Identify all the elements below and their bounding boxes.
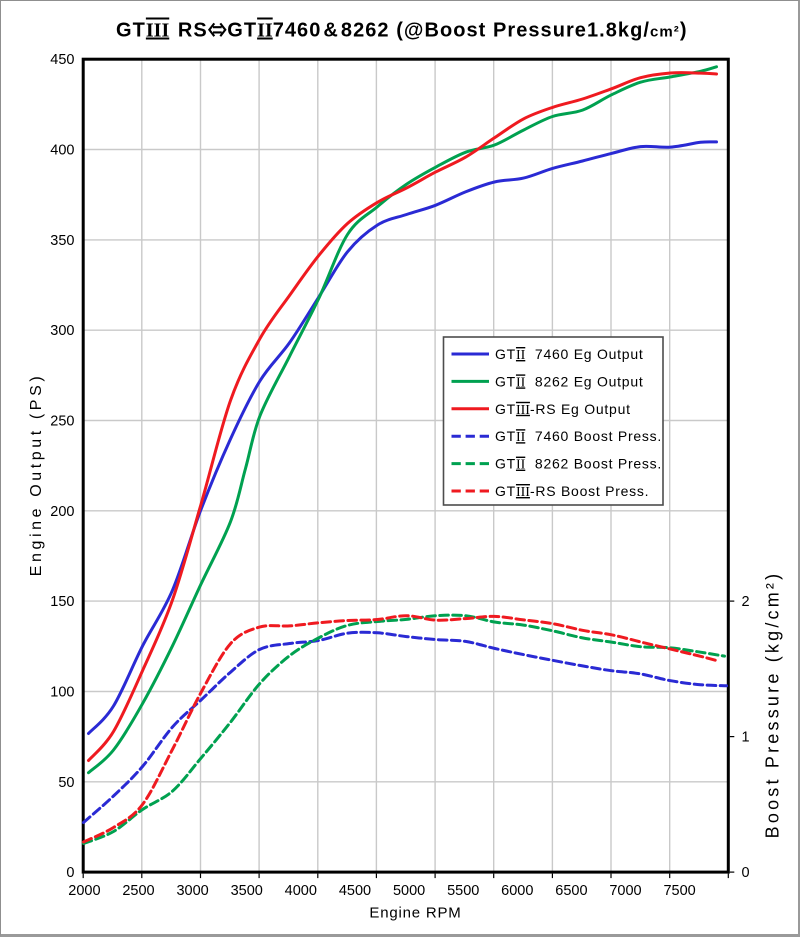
svg-text:GTII 8262 Boost Press.: GTII 8262 Boost Press.	[495, 456, 662, 473]
svg-text:3500: 3500	[231, 883, 263, 899]
svg-text:350: 350	[50, 233, 74, 249]
svg-text:GTIII-RS Boost Press.: GTIII-RS Boost Press.	[495, 483, 649, 500]
svg-text:1: 1	[742, 730, 750, 746]
svg-text:5000: 5000	[393, 883, 425, 899]
svg-text:0: 0	[66, 865, 74, 881]
svg-text:7500: 7500	[663, 883, 695, 899]
svg-text:GTII 7460 Boost Press.: GTII 7460 Boost Press.	[495, 428, 662, 445]
svg-text:2: 2	[742, 594, 750, 610]
svg-text:250: 250	[50, 414, 74, 430]
svg-text:Engine RPM: Engine RPM	[369, 905, 461, 922]
svg-text:4500: 4500	[339, 883, 371, 899]
svg-text:450: 450	[50, 52, 74, 68]
svg-text:2500: 2500	[122, 883, 154, 899]
svg-text:200: 200	[50, 504, 74, 520]
svg-text:100: 100	[50, 685, 74, 701]
svg-text:4000: 4000	[285, 883, 317, 899]
svg-text:6500: 6500	[555, 883, 587, 899]
svg-text:3000: 3000	[176, 883, 208, 899]
svg-text:0: 0	[742, 865, 750, 881]
svg-text:6000: 6000	[501, 883, 533, 899]
svg-text:2000: 2000	[68, 883, 100, 899]
svg-text:Boost Pressure (kg/cm²): Boost Pressure (kg/cm²)	[763, 571, 783, 839]
svg-text:300: 300	[50, 323, 74, 339]
svg-text:5500: 5500	[447, 883, 479, 899]
svg-text:7000: 7000	[609, 883, 641, 899]
svg-text:150: 150	[50, 594, 74, 610]
svg-text:GTII 7460 Eg Output: GTII 7460 Eg Output	[495, 346, 644, 363]
svg-text:GTII 8262 Eg Output: GTII 8262 Eg Output	[495, 373, 644, 390]
svg-text:Engine Output (PS): Engine Output (PS)	[28, 373, 45, 577]
svg-text:50: 50	[58, 775, 74, 791]
svg-text:400: 400	[50, 143, 74, 159]
svg-text:GTIII-RS Eg Output: GTIII-RS Eg Output	[495, 401, 631, 418]
